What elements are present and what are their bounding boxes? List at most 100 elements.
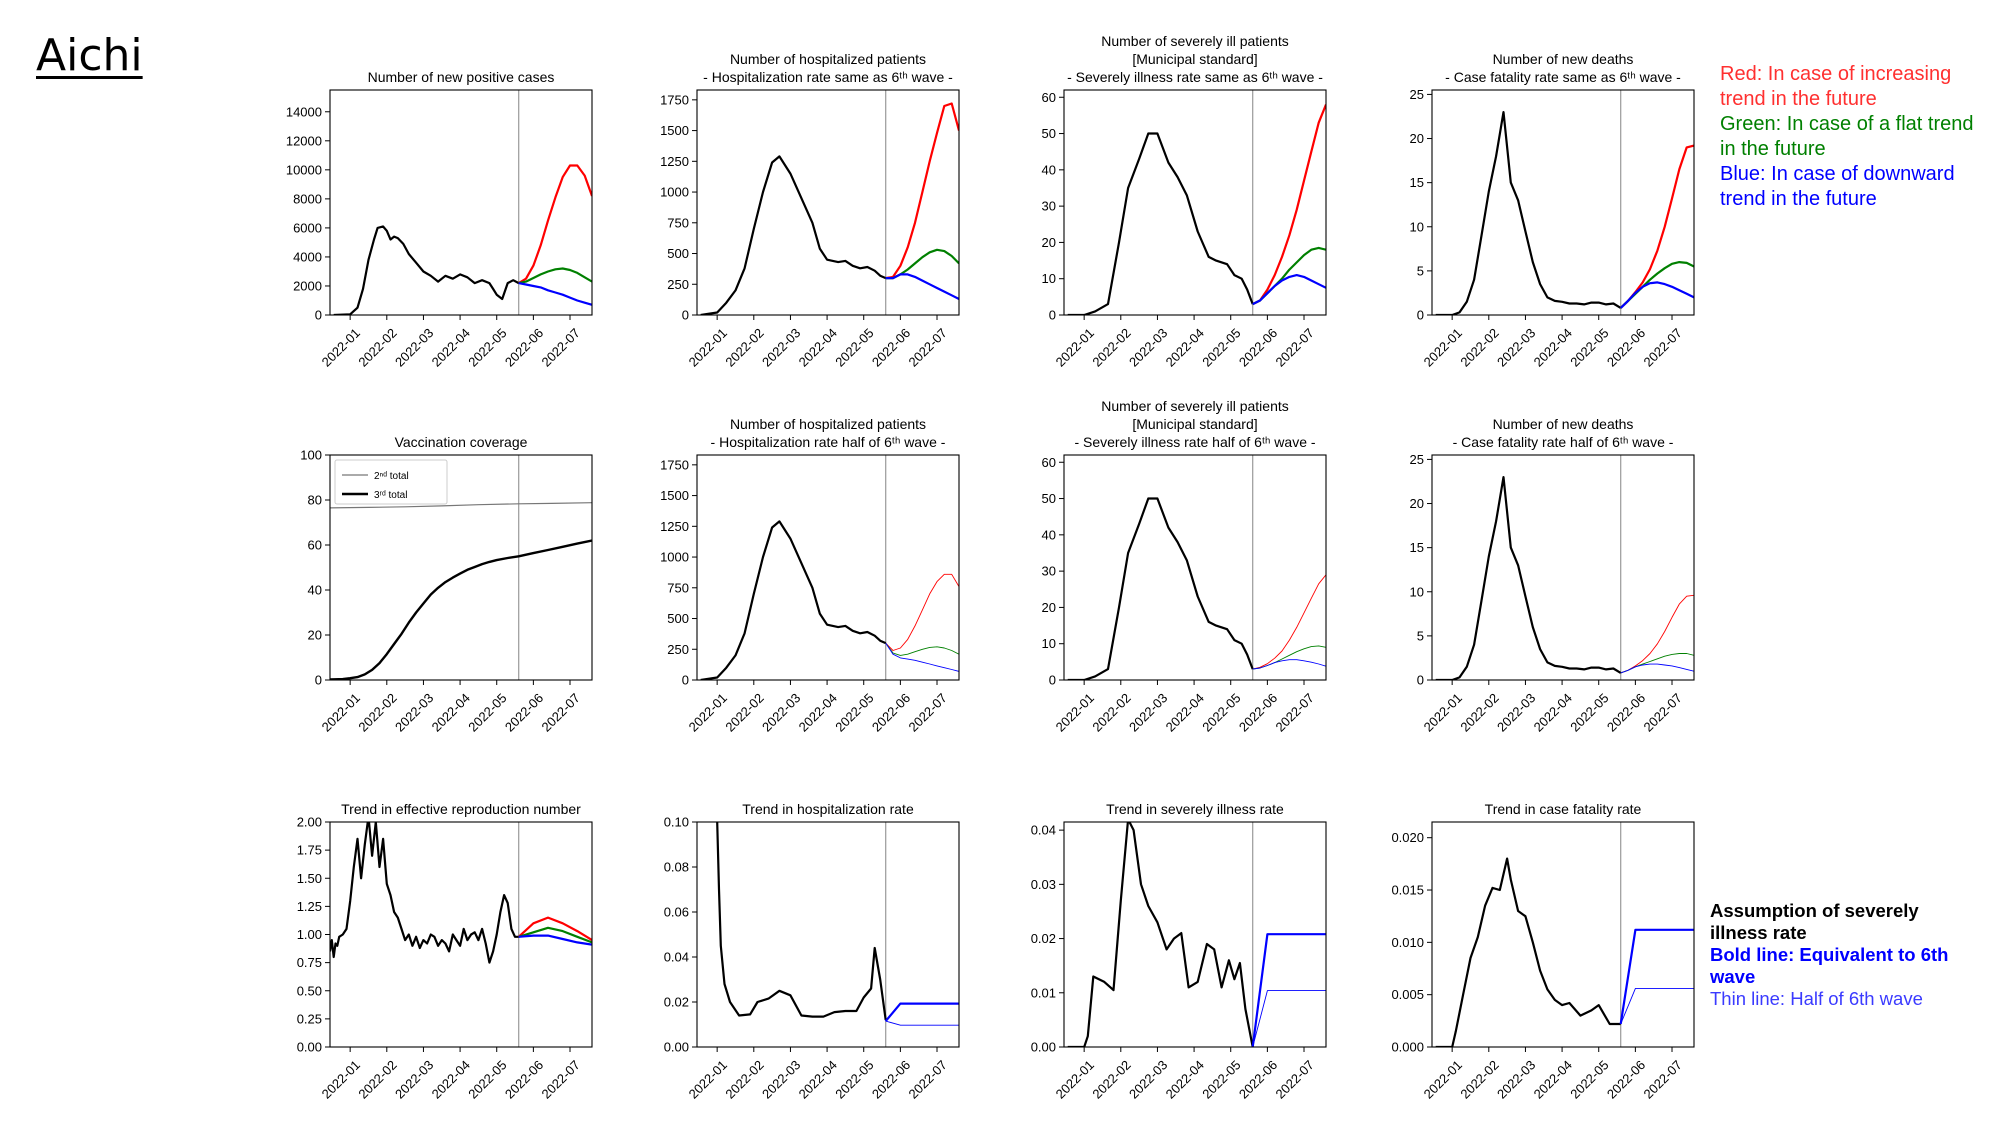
x-tick-label: 2022-07 xyxy=(539,325,583,369)
x-tick-label: 2022-01 xyxy=(1053,325,1097,369)
x-tick-label: 2022-02 xyxy=(722,1057,766,1101)
plot-frame xyxy=(696,454,960,681)
y-tick-label: 25 xyxy=(1410,452,1424,467)
chart-hosp_rate: Trend in hospitalization rate 0.00 0.02 0.0… xyxy=(664,801,960,1102)
plot-frame xyxy=(696,821,960,1048)
y-tick-label: 250 xyxy=(667,277,689,292)
series-line-increasing xyxy=(518,164,592,285)
series-line-thin-half- xyxy=(885,1020,959,1026)
y-tick-label: 0.000 xyxy=(1391,1040,1424,1055)
chart-reproduction: Trend in effective reproduction number 0.… xyxy=(297,801,593,1102)
y-tick-label: 0.00 xyxy=(1031,1040,1056,1055)
series-line-increasing xyxy=(1252,104,1326,306)
y-tick-label: 0.02 xyxy=(1031,931,1056,946)
chart-title: Number of hospitalized patients xyxy=(730,416,926,432)
y-tick-label: 10000 xyxy=(286,162,322,177)
x-tick-label: 2022-07 xyxy=(1641,325,1685,369)
x-tick-label: 2022-04 xyxy=(1163,1057,1207,1101)
x-tick-label: 2022-04 xyxy=(796,325,840,369)
y-tick-label: 1.00 xyxy=(297,927,322,942)
assumption-title: Assumption of severely illness rate xyxy=(1710,900,1919,943)
plot-frame xyxy=(329,454,593,681)
chart-severe_same: Number of severely ill patients [Municipa… xyxy=(1042,33,1327,370)
y-tick-label: 0 xyxy=(1417,673,1424,688)
y-tick-label: 60 xyxy=(308,538,322,553)
x-tick-label: 2022-04 xyxy=(796,690,840,734)
series-line-thin-half- xyxy=(1252,990,1326,1047)
series-line-actual xyxy=(1067,822,1254,1047)
x-tick-label: 2022-02 xyxy=(355,325,399,369)
x-tick-label: 2022-01 xyxy=(1053,690,1097,734)
y-tick-label: 0.020 xyxy=(1391,830,1424,845)
series-line-downward xyxy=(1252,659,1326,670)
y-tick-label: 50 xyxy=(1042,126,1056,141)
x-tick-label: 2022-06 xyxy=(502,325,546,369)
x-tick-label: 2022-06 xyxy=(1236,690,1280,734)
x-tick-label: 2022-02 xyxy=(1089,325,1133,369)
x-tick-label: 2022-05 xyxy=(1567,325,1611,369)
x-tick-label: 2022-02 xyxy=(1089,1057,1133,1101)
y-tick-label: 500 xyxy=(667,246,689,261)
x-tick-label: 2022-01 xyxy=(1053,1057,1097,1101)
y-tick-label: 0.75 xyxy=(297,955,322,970)
y-tick-label: 0.04 xyxy=(1031,823,1056,838)
chart-severe_half: Number of severely ill patients [Municipa… xyxy=(1042,398,1327,735)
x-tick-label: 2022-07 xyxy=(539,690,583,734)
series-line-actual xyxy=(1067,497,1254,680)
y-tick-label: 500 xyxy=(667,611,689,626)
x-tick-label: 2022-07 xyxy=(1641,690,1685,734)
series-line-actual xyxy=(1067,132,1254,315)
x-tick-label: 2022-02 xyxy=(355,1057,399,1101)
y-tick-label: 0.03 xyxy=(1031,877,1056,892)
y-tick-label: 0 xyxy=(315,673,322,688)
chart-hosp_same: Number of hospitalized patients - Hospita… xyxy=(660,51,960,370)
y-tick-label: 0.01 xyxy=(1031,985,1056,1000)
chart-title: Number of severely ill patients xyxy=(1101,398,1289,414)
series-line-actual xyxy=(1435,857,1621,1047)
x-tick-label: 2022-07 xyxy=(1273,1057,1317,1101)
x-tick-label: 2022-05 xyxy=(1567,690,1611,734)
y-tick-label: 250 xyxy=(667,642,689,657)
y-tick-label: 1500 xyxy=(660,488,689,503)
y-tick-label: 20 xyxy=(1042,235,1056,250)
y-tick-label: 0.005 xyxy=(1391,987,1424,1002)
x-tick-label: 2022-04 xyxy=(796,1057,840,1101)
y-tick-label: 30 xyxy=(1042,199,1056,214)
x-tick-label: 2022-03 xyxy=(1126,325,1170,369)
chart-fatality_rate: Trend in case fatality rate 0.000 0.005 0.0… xyxy=(1391,801,1695,1102)
series-line-increasing xyxy=(885,102,959,280)
chart-title: Number of new deaths xyxy=(1493,416,1634,432)
x-tick-label: 2022-01 xyxy=(686,690,730,734)
x-tick-label: 2022-03 xyxy=(1494,690,1538,734)
chart-title: - Case fatality rate same as 6ᵗʰ wave - xyxy=(1445,69,1681,85)
x-tick-label: 2022-04 xyxy=(1163,690,1207,734)
x-tick-label: 2022-06 xyxy=(869,690,913,734)
series-line-downward xyxy=(518,282,592,306)
series-line-actual xyxy=(700,520,887,680)
x-tick-label: 2022-06 xyxy=(1236,325,1280,369)
x-tick-label: 2022-05 xyxy=(1199,690,1243,734)
x-tick-label: 2022-02 xyxy=(722,325,766,369)
plot-frame xyxy=(1431,454,1695,681)
y-tick-label: 50 xyxy=(1042,491,1056,506)
chart-severe_rate: Trend in severely illness rate 0.00 0.01 0.… xyxy=(1031,801,1327,1102)
x-tick-label: 2022-03 xyxy=(392,325,436,369)
series-line-actual xyxy=(333,225,520,315)
series-line-increasing xyxy=(1619,144,1694,309)
y-tick-label: 10 xyxy=(1042,636,1056,651)
y-tick-label: 0.02 xyxy=(664,995,689,1010)
legend-increasing: Red: In case of increasing trend in the … xyxy=(1720,63,1952,110)
chart-title: Trend in severely illness rate xyxy=(1106,801,1284,817)
x-tick-label: 2022-04 xyxy=(429,1057,473,1101)
x-tick-label: 2022-07 xyxy=(1273,325,1317,369)
y-tick-label: 1.25 xyxy=(297,899,322,914)
series-line-3rd-total xyxy=(330,539,592,680)
plot-frame xyxy=(329,821,593,1048)
chart-title: Number of severely ill patients xyxy=(1101,33,1289,49)
x-tick-label: 2022-06 xyxy=(1604,325,1648,369)
x-tick-label: 2022-03 xyxy=(1494,1057,1538,1101)
x-tick-label: 2022-03 xyxy=(392,1057,436,1101)
y-tick-label: 0 xyxy=(315,308,322,323)
y-tick-label: 0 xyxy=(682,308,689,323)
